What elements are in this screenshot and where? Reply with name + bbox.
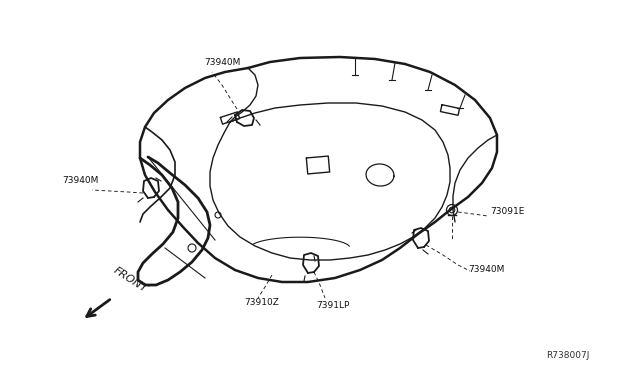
Text: 73910Z: 73910Z xyxy=(244,298,279,307)
Text: 73940M: 73940M xyxy=(468,265,504,274)
Text: R738007J: R738007J xyxy=(547,351,590,360)
Text: 73091E: 73091E xyxy=(490,207,524,216)
Text: 73940M: 73940M xyxy=(204,58,241,67)
Text: 7391LP: 7391LP xyxy=(316,301,349,310)
Text: FRONT: FRONT xyxy=(112,265,149,294)
Text: 73940M: 73940M xyxy=(62,176,99,185)
